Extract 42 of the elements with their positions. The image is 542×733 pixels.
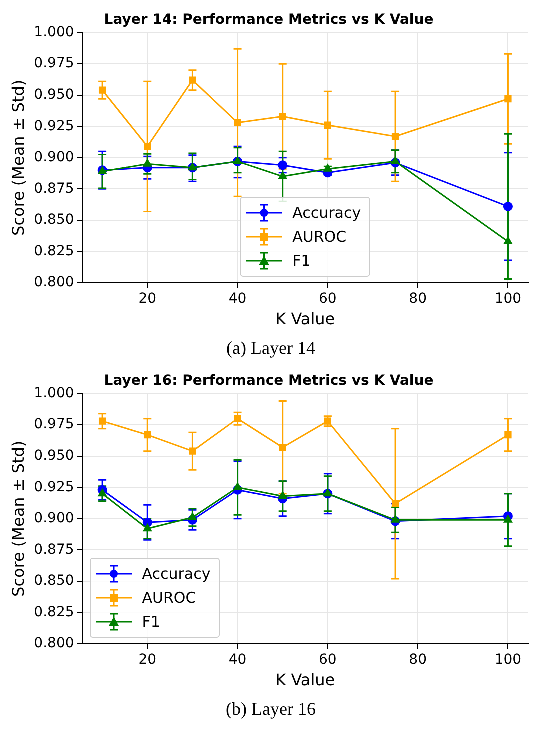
text: (a) Layer 14 <box>226 338 316 359</box>
x-tick-label: 20 <box>138 652 157 668</box>
legend-label: F1 <box>292 252 311 270</box>
y-tick-label: 0.850 <box>34 573 74 590</box>
x-tick-label: 100 <box>494 291 522 308</box>
legend-label: AUROC <box>142 589 196 607</box>
legend-label: F1 <box>142 613 160 631</box>
y-tick-label: 0.925 <box>34 479 74 496</box>
x-tick-label: 20 <box>138 291 157 308</box>
legend-label: Accuracy <box>142 565 211 583</box>
y-tick-label: 0.800 <box>34 274 74 291</box>
y-axis-title: Score (Mean ± Std) <box>8 80 28 236</box>
x-tick-label: 80 <box>409 291 427 308</box>
y-tick-label: 0.975 <box>34 416 74 433</box>
x-tick-label: 40 <box>228 652 247 668</box>
x-tick-label: 100 <box>494 652 522 668</box>
x-axis-title: K Value <box>276 310 336 329</box>
y-tick-label: 0.850 <box>34 212 74 228</box>
y-tick-label: 0.950 <box>34 448 74 464</box>
y-axis-title: Score (Mean ± Std) <box>8 440 28 597</box>
y-tick-label: 0.800 <box>34 636 74 652</box>
y-tick-label: 0.900 <box>34 510 74 527</box>
y-tick-label: 0.950 <box>34 86 74 103</box>
y-tick-label: 1.000 <box>34 385 74 402</box>
x-tick-label: 60 <box>319 291 337 308</box>
x-tick-label: 60 <box>319 652 337 668</box>
x-tick-label: 40 <box>228 291 247 308</box>
y-tick-label: 0.825 <box>34 243 74 260</box>
chart-title: Layer 16: Performance Metrics vs K Value <box>104 373 434 390</box>
y-tick-label: 0.825 <box>34 604 74 620</box>
chart-title: Layer 14: Performance Metrics vs K Value <box>104 12 434 28</box>
y-tick-label: 1.000 <box>34 24 74 40</box>
y-tick-label: 0.875 <box>34 180 74 197</box>
legend-label: Accuracy <box>292 204 362 222</box>
y-tick-label: 0.875 <box>34 542 74 558</box>
x-tick-label: 80 <box>409 652 427 668</box>
legend-label: AUROC <box>292 228 347 246</box>
y-tick-label: 0.900 <box>34 150 74 166</box>
y-tick-label: 0.975 <box>34 56 74 72</box>
y-tick-label: 0.925 <box>34 118 74 134</box>
x-axis-title: K Value <box>276 670 336 690</box>
text: (b) Layer 16 <box>225 699 317 720</box>
